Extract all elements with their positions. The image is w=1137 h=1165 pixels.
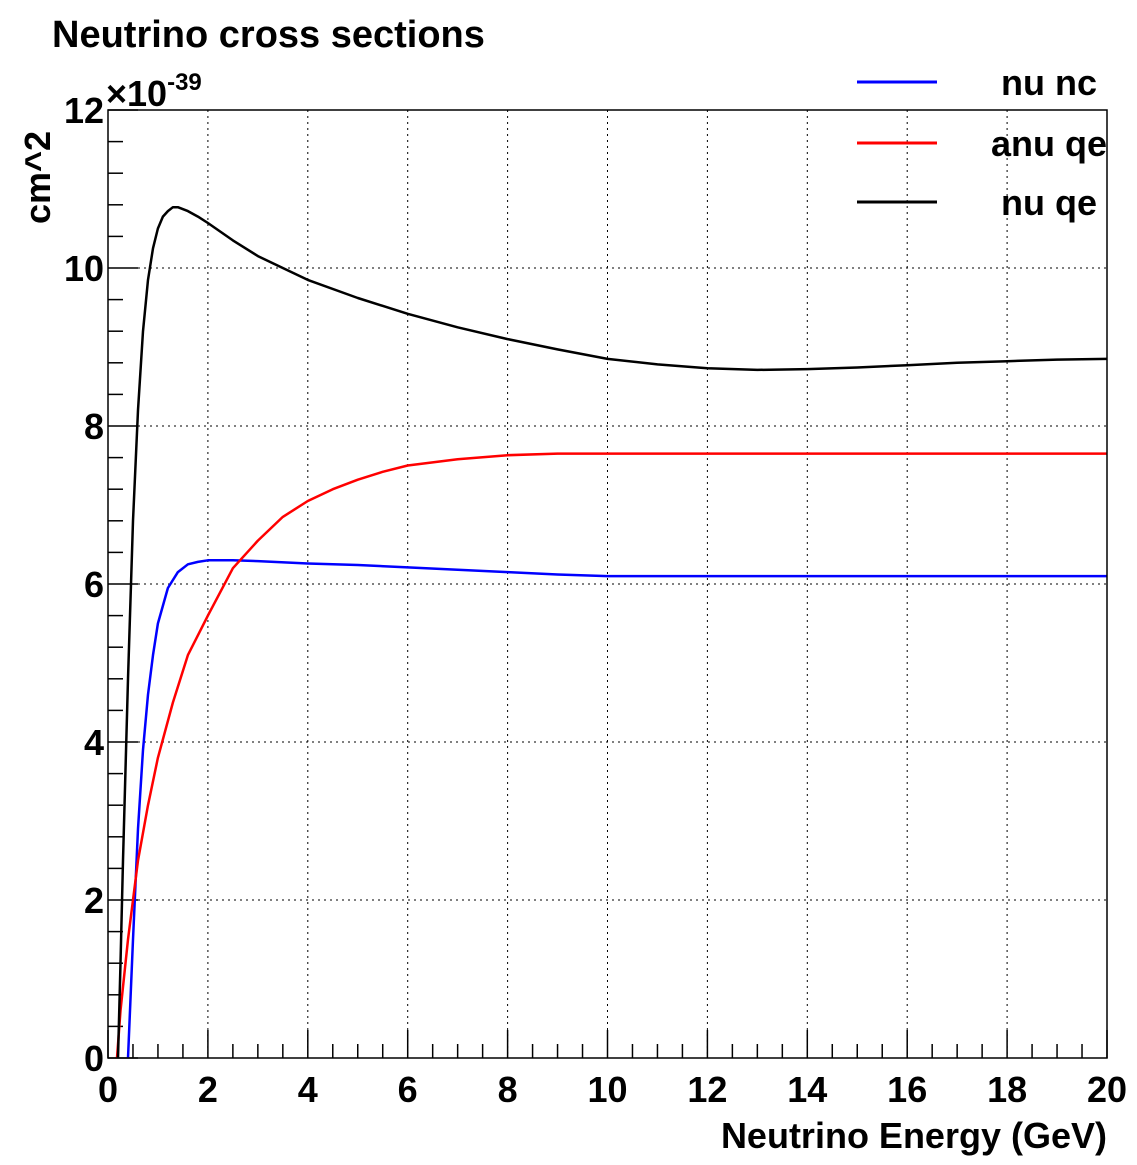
x-tick-label: 2 xyxy=(198,1069,218,1110)
series-line-nu-qe xyxy=(116,205,1108,1059)
y-tick-label: 4 xyxy=(84,722,104,763)
x-tick-label: 20 xyxy=(1087,1069,1127,1110)
legend-label: nu nc xyxy=(1001,62,1097,103)
x-tick-label: 8 xyxy=(498,1069,518,1110)
legend-label: anu qe xyxy=(991,123,1107,164)
plot-frame xyxy=(107,109,1108,1059)
grid xyxy=(108,110,1107,1058)
y-tick-label: 8 xyxy=(84,406,104,447)
legend: nu nc anu qe nu qe xyxy=(857,62,1107,223)
y-tick-label: 2 xyxy=(84,880,104,921)
y-axis-title: cm^2 xyxy=(17,131,58,224)
y-tick-label: 12 xyxy=(64,90,104,131)
y-tick-label: 10 xyxy=(64,248,104,289)
y-multiplier-exponent: -39 xyxy=(167,69,202,96)
x-tick-label: 0 xyxy=(98,1069,118,1110)
series-line-nu-nc xyxy=(126,559,1107,1059)
x-tick-label: 6 xyxy=(398,1069,418,1110)
x-tick-label: 10 xyxy=(587,1069,627,1110)
x-tick-labels: 0 2 4 6 8 10 12 14 16 18 20 xyxy=(98,1069,1127,1110)
y-tick-labels: 0 2 4 6 8 10 12 xyxy=(64,90,104,1079)
legend-label: nu qe xyxy=(1001,182,1097,223)
x-tick-label: 12 xyxy=(687,1069,727,1110)
x-axis-title: Neutrino Energy (GeV) xyxy=(721,1115,1107,1156)
series-lines xyxy=(115,205,1108,1059)
y-multiplier-base: ×10 xyxy=(106,73,167,114)
series-line-anu-qe xyxy=(115,452,1107,1059)
x-tick-label: 4 xyxy=(298,1069,318,1110)
x-tick-label: 16 xyxy=(887,1069,927,1110)
y-tick-label: 6 xyxy=(84,564,104,605)
y-multiplier: ×10-39 xyxy=(106,69,202,114)
y-tick-label: 0 xyxy=(84,1038,104,1079)
x-tick-label: 14 xyxy=(787,1069,827,1110)
chart-title: Neutrino cross sections xyxy=(52,14,485,56)
x-tick-label: 18 xyxy=(987,1069,1027,1110)
